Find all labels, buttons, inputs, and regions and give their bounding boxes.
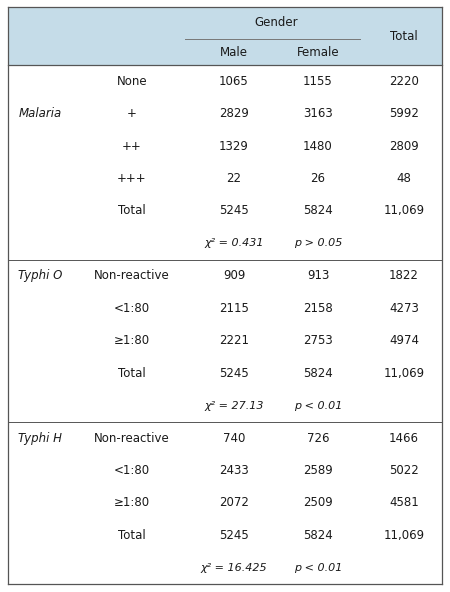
Text: 740: 740	[223, 432, 245, 445]
Text: Total: Total	[390, 30, 418, 43]
Text: Malaria: Malaria	[18, 107, 62, 120]
Text: 1065: 1065	[219, 75, 249, 88]
Text: 5022: 5022	[389, 464, 419, 477]
Text: Typhi H: Typhi H	[18, 432, 62, 445]
Text: 5824: 5824	[303, 204, 333, 217]
Text: None: None	[117, 75, 147, 88]
Text: χ² = 0.431: χ² = 0.431	[204, 239, 264, 249]
Text: 909: 909	[223, 269, 245, 282]
Text: ≥1:80: ≥1:80	[114, 334, 150, 348]
Text: Non-reactive: Non-reactive	[94, 432, 170, 445]
Text: Total: Total	[118, 366, 146, 379]
Text: 5824: 5824	[303, 366, 333, 379]
Text: 2753: 2753	[303, 334, 333, 348]
Text: 2829: 2829	[219, 107, 249, 120]
Text: 913: 913	[307, 269, 329, 282]
Text: 2221: 2221	[219, 334, 249, 348]
Text: 1155: 1155	[303, 75, 333, 88]
Text: 5992: 5992	[389, 107, 419, 120]
Text: 4273: 4273	[389, 302, 419, 315]
Text: 5245: 5245	[219, 204, 249, 217]
Text: 22: 22	[226, 172, 242, 185]
Text: 4974: 4974	[389, 334, 419, 348]
Text: 26: 26	[310, 172, 325, 185]
Text: Total: Total	[118, 204, 146, 217]
Text: 1466: 1466	[389, 432, 419, 445]
Text: Typhi O: Typhi O	[18, 269, 62, 282]
Text: 5245: 5245	[219, 529, 249, 542]
Text: <1:80: <1:80	[114, 464, 150, 477]
Text: 2809: 2809	[389, 140, 419, 153]
Text: p > 0.05: p > 0.05	[294, 239, 342, 249]
Text: 3163: 3163	[303, 107, 333, 120]
Text: +: +	[127, 107, 137, 120]
Text: 2589: 2589	[303, 464, 333, 477]
Text: 11,069: 11,069	[383, 366, 424, 379]
Text: +++: +++	[117, 172, 147, 185]
Text: <1:80: <1:80	[114, 302, 150, 315]
Text: 11,069: 11,069	[383, 529, 424, 542]
Text: 1822: 1822	[389, 269, 419, 282]
Text: Female: Female	[297, 46, 339, 59]
Text: 726: 726	[307, 432, 329, 445]
Text: χ² = 16.425: χ² = 16.425	[201, 563, 267, 573]
Bar	[8, 65, 442, 584]
Text: ≥1:80: ≥1:80	[114, 497, 150, 509]
Text: χ² = 27.13: χ² = 27.13	[204, 401, 264, 411]
Text: 2433: 2433	[219, 464, 249, 477]
Text: 5824: 5824	[303, 529, 333, 542]
Text: Non-reactive: Non-reactive	[94, 269, 170, 282]
Text: p < 0.01: p < 0.01	[294, 401, 342, 411]
Text: 2115: 2115	[219, 302, 249, 315]
Text: Total: Total	[118, 529, 146, 542]
Text: 48: 48	[396, 172, 411, 185]
Text: Male: Male	[220, 46, 248, 59]
Text: Gender: Gender	[254, 17, 298, 30]
Text: 4581: 4581	[389, 497, 419, 509]
Text: 5245: 5245	[219, 366, 249, 379]
Text: p < 0.01: p < 0.01	[294, 563, 342, 573]
Text: 11,069: 11,069	[383, 204, 424, 217]
Text: ++: ++	[122, 140, 142, 153]
Text: 2509: 2509	[303, 497, 333, 509]
Text: 2158: 2158	[303, 302, 333, 315]
Text: 2220: 2220	[389, 75, 419, 88]
Text: 1480: 1480	[303, 140, 333, 153]
Text: 1329: 1329	[219, 140, 249, 153]
Text: 2072: 2072	[219, 497, 249, 509]
Bar	[8, 7, 442, 65]
